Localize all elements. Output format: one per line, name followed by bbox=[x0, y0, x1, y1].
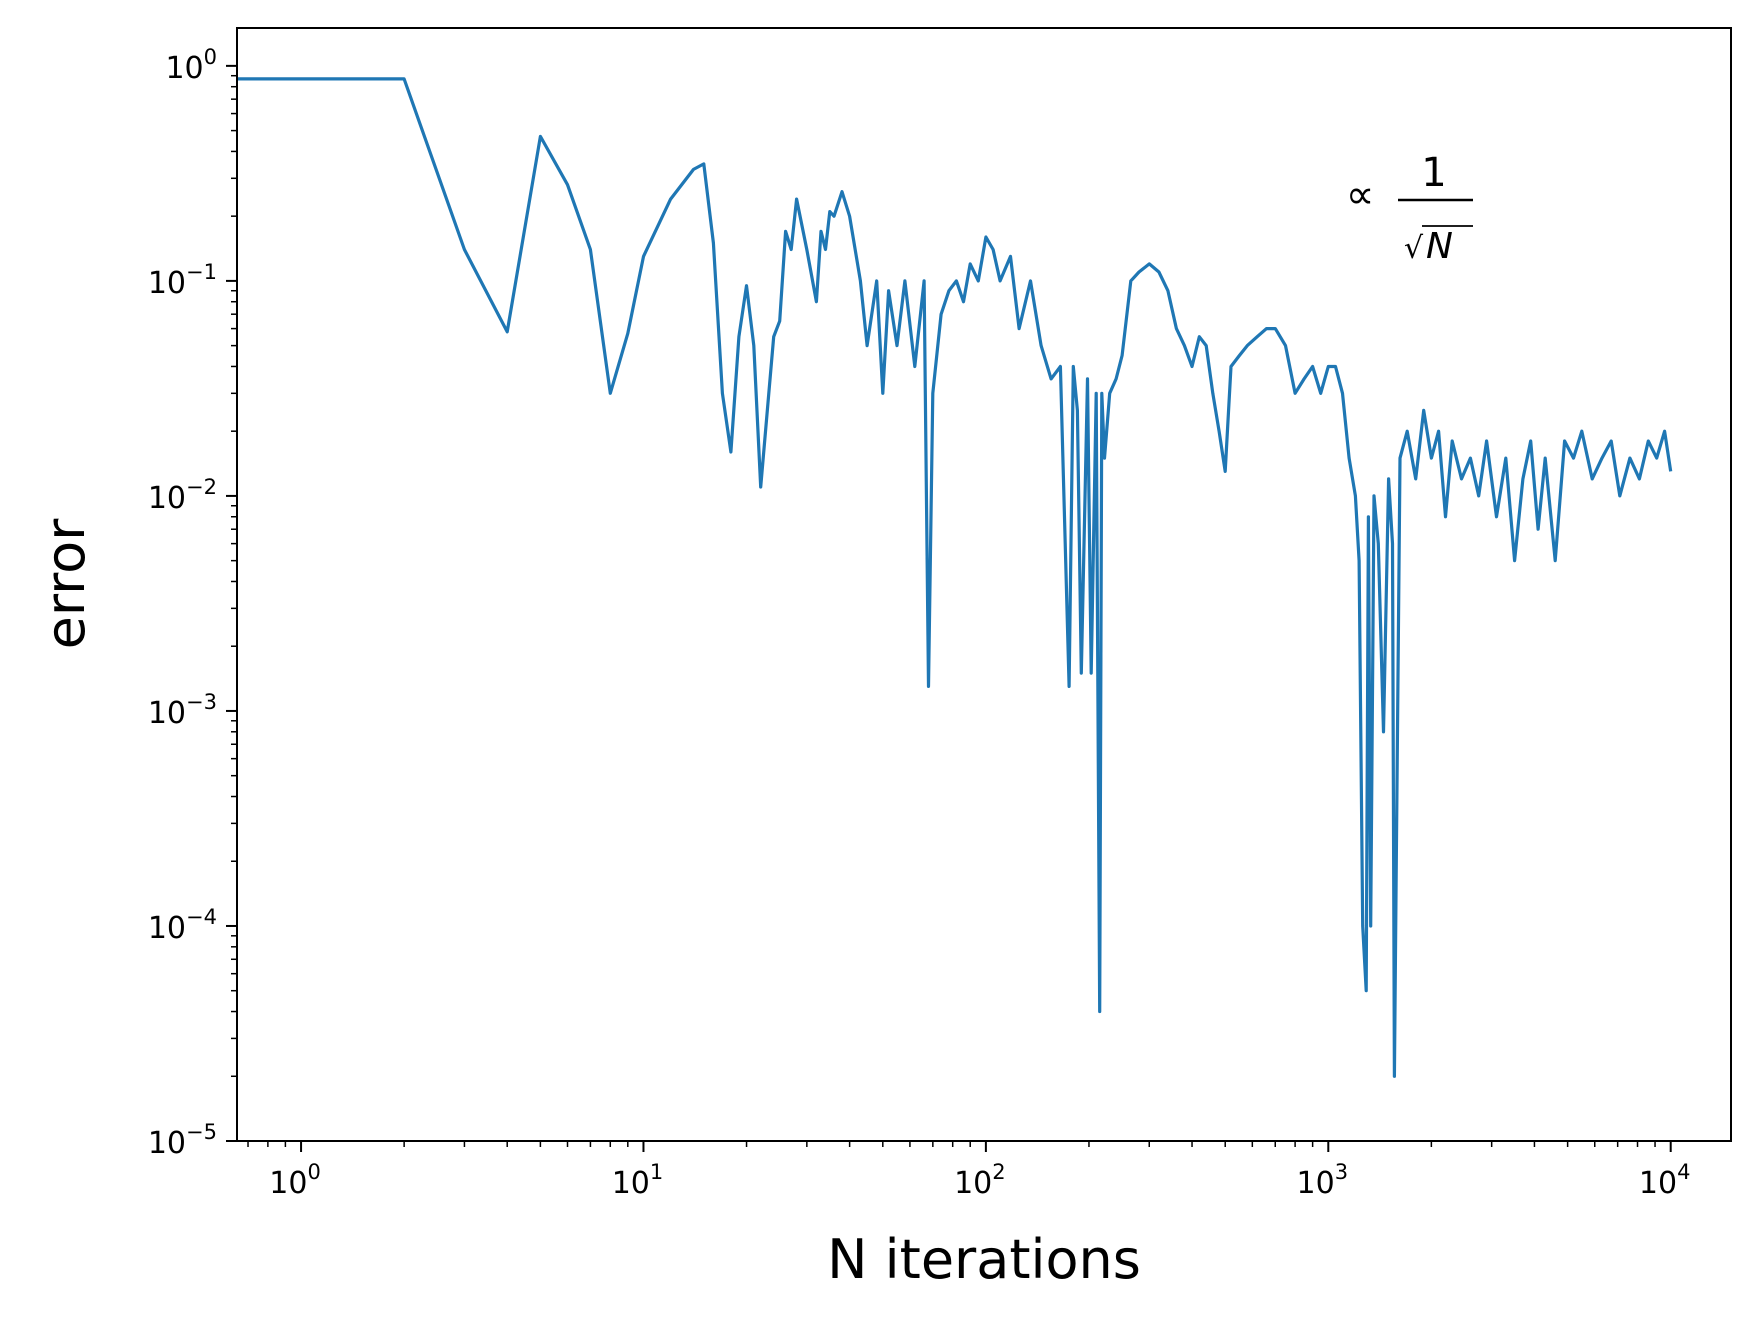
plot-frame bbox=[236, 27, 1732, 1142]
annotation-numerator: 1 bbox=[1421, 150, 1446, 196]
y-axis-title: error bbox=[34, 518, 97, 650]
annotation-prefix: ∝ bbox=[1346, 172, 1375, 218]
annotation-denominator: N bbox=[1426, 226, 1453, 267]
annotation-radical: √ bbox=[1404, 231, 1424, 266]
y-tick-label: 10−3 bbox=[148, 690, 217, 731]
x-axis-title: N iterations bbox=[827, 1228, 1141, 1291]
y-tick-label: 10−2 bbox=[148, 475, 217, 516]
annotation-proportional: ∝ 1 √ N bbox=[1346, 150, 1473, 267]
series-layer bbox=[237, 77, 1673, 1078]
series-line-0 bbox=[237, 77, 1673, 1078]
